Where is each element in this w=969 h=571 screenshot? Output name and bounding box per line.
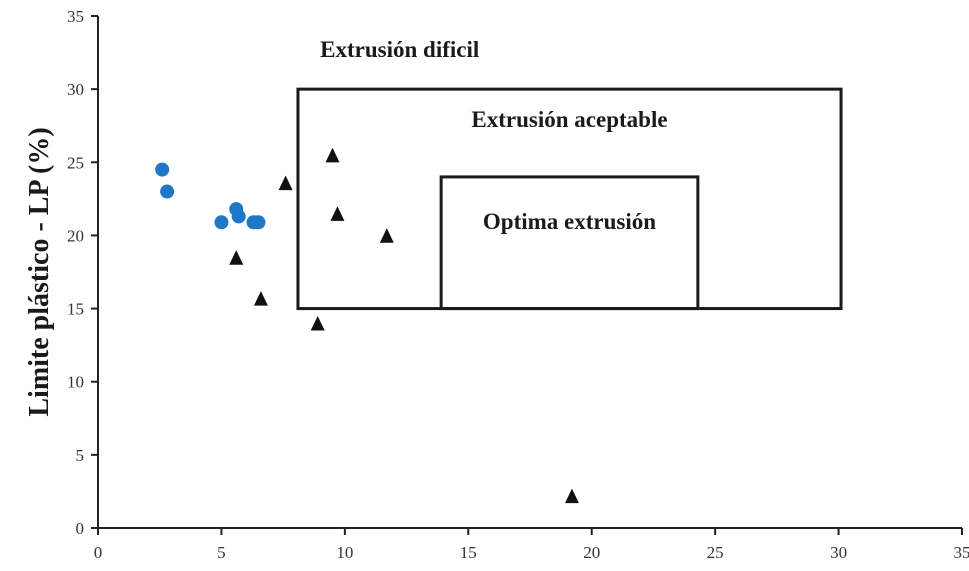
data-point-circle [214,215,229,230]
data-point-circle [160,184,175,199]
x-tick-label: 5 [217,543,226,562]
data-point-circle [251,215,266,230]
y-tick-label: 0 [76,519,85,538]
x-tick-label: 15 [460,543,477,562]
data-point-circle [155,162,170,177]
data-point-triangle [278,175,293,191]
x-tick-label: 0 [94,543,103,562]
y-tick-label: 30 [67,80,84,99]
y-tick-label: 20 [67,226,84,245]
x-tick-label: 10 [336,543,353,562]
data-point-triangle [229,250,244,265]
data-point-triangle [253,291,268,306]
annotations-layer: Extrusión dificil [320,37,479,62]
x-tick-label: 35 [954,543,969,562]
x-axis-ticks: 0 5 10 15 20 25 30 35 [94,528,969,562]
data-point-triangle [310,315,325,331]
y-tick-label: 25 [67,153,84,172]
data-point-triangle [379,228,394,243]
y-axis-label: Limite plástico - LP (%) [24,127,55,416]
data-point-circle [231,209,246,224]
x-tick-label: 20 [583,543,600,562]
y-axis-ticks: 0 5 10 15 20 25 30 35 [67,7,98,538]
data-point-triangle [330,206,345,221]
y-tick-label: 10 [67,373,84,392]
x-tick-label: 25 [707,543,724,562]
region-label: Extrusión aceptable [471,107,667,132]
data-point-triangle [564,488,579,504]
regions-layer: Extrusión aceptable Optima extrusión [296,87,843,311]
annotation-label: Extrusión dificil [320,37,479,62]
points-layer [155,147,579,504]
y-tick-label: 15 [67,300,84,319]
y-tick-label: 35 [67,7,84,26]
data-point-triangle [325,147,340,163]
y-tick-label: 5 [76,446,85,465]
plot-frame [97,16,962,529]
x-tick-label: 30 [830,543,847,562]
region-label: Optima extrusión [483,209,656,234]
region-box [439,175,700,311]
